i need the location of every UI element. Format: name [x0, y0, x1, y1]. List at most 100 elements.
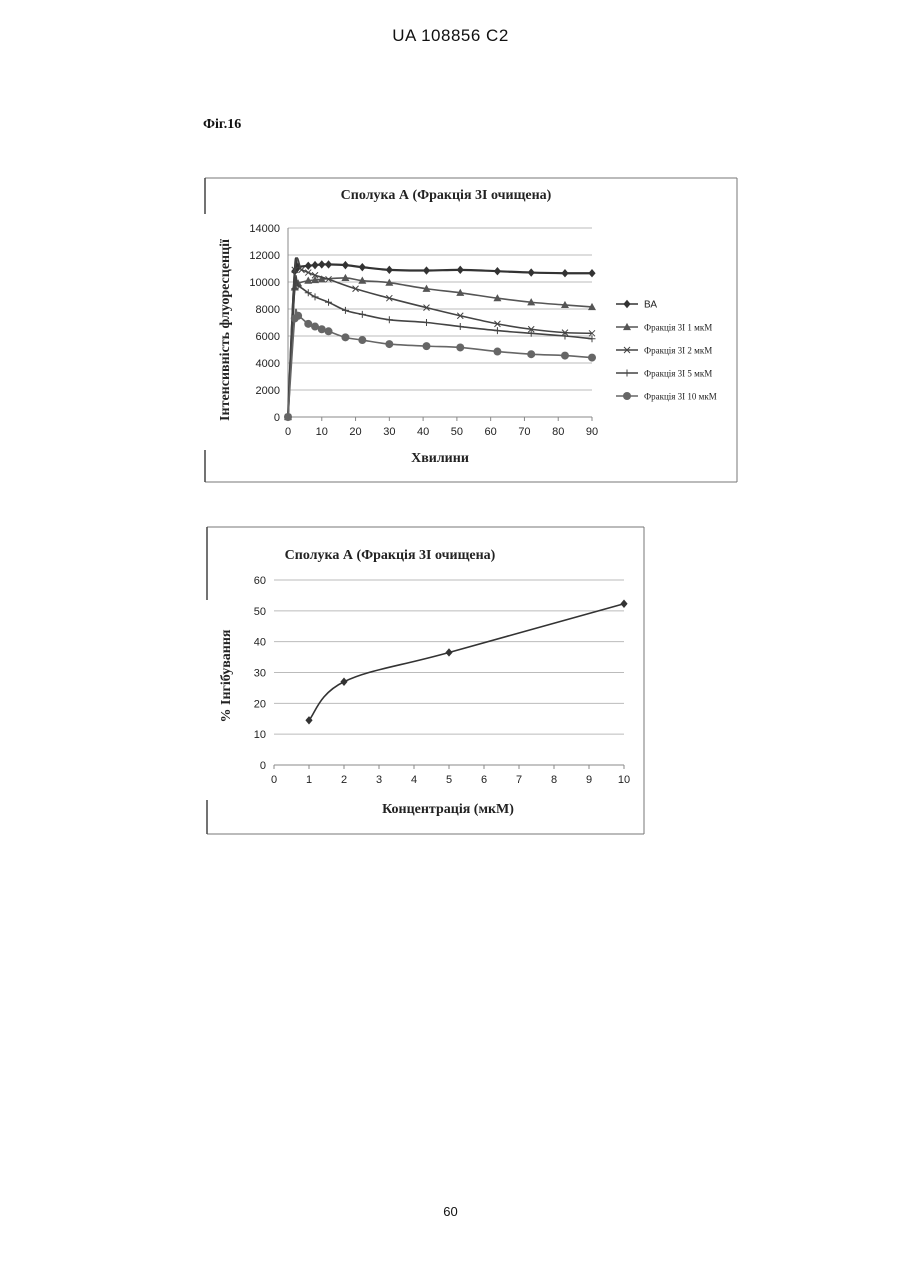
chart1-data-point — [326, 276, 332, 282]
chart1-data-point — [305, 270, 311, 276]
chart2-ytick-label: 10 — [254, 729, 266, 741]
chart1-data-point — [305, 262, 312, 270]
chart1-data-point — [291, 267, 298, 275]
chart1-data-point — [494, 321, 500, 327]
chart1-data-point — [562, 330, 568, 336]
chart2-data-point — [445, 648, 452, 656]
chart2-xtick-label: 6 — [481, 774, 487, 786]
chart1-data-point — [457, 313, 463, 319]
chart1-data-point — [457, 323, 464, 330]
chart1-ylabel: Інтенсивність флуоресценції — [218, 239, 233, 421]
chart1-frame — [205, 178, 737, 482]
chart1-data-point — [385, 279, 393, 286]
chart1-data-point — [494, 267, 501, 275]
chart1-data-point — [284, 413, 292, 421]
chart1-data-point — [311, 323, 319, 331]
chart1-data-point — [493, 294, 501, 301]
chart1-xtick-label: 90 — [586, 426, 598, 438]
chart1-data-point — [359, 263, 366, 271]
chart1-data-point — [386, 266, 393, 274]
chart2-ytick-label: 30 — [254, 668, 266, 680]
chart1-data-point — [295, 283, 302, 290]
chart1-data-point — [341, 333, 349, 341]
legend-marker — [623, 300, 630, 308]
chart1-legend: ВАФракція 3І 1 мкМФракція 3І 2 мкМФракці… — [616, 300, 717, 402]
chart1-xtick-label: 0 — [285, 426, 291, 438]
chart1-data-point — [358, 277, 366, 284]
chart1-data-point — [318, 275, 326, 282]
chart1-data-point — [284, 413, 292, 420]
chart1-data-point — [325, 327, 333, 335]
chart1-data-point — [341, 274, 349, 281]
chart1-x-ticks: 0102030405060708090 — [285, 417, 598, 438]
chart1-ytick-label: 6000 — [256, 331, 280, 343]
chart1-series-2 — [285, 258, 595, 420]
chart1-xtick-label: 20 — [349, 426, 361, 438]
chart2-xlabel: Концентрація (мкМ) — [382, 802, 514, 817]
legend-marker — [624, 370, 631, 377]
chart1-data-point — [325, 299, 332, 306]
legend-marker — [623, 392, 631, 400]
chart1-series-line — [288, 309, 592, 417]
chart1-data-point — [284, 413, 291, 421]
chart1-xtick-label: 80 — [552, 426, 564, 438]
chart2-ylabel: % Інгібування — [219, 629, 234, 722]
chart1-data-point — [494, 327, 501, 334]
chart2-frame — [207, 527, 644, 834]
chart1-xtick-label: 30 — [383, 426, 395, 438]
chart2-xtick-label: 8 — [551, 774, 557, 786]
chart1-ytick-label: 12000 — [249, 250, 280, 262]
chart1-data-point — [291, 285, 298, 292]
chart1-data-point — [423, 319, 430, 326]
chart1-data-point — [359, 311, 366, 318]
chart1-data-point — [358, 336, 366, 344]
chart1-data-point — [386, 316, 393, 323]
chart1-data-point — [457, 266, 464, 274]
chart1-series-0 — [284, 258, 595, 421]
chart1-series-4 — [284, 309, 596, 421]
chart1-ytick-label: 0 — [274, 412, 280, 424]
chart1-data-point — [353, 286, 359, 292]
chart1-data-point — [311, 276, 319, 283]
chart1-data-point — [294, 312, 302, 320]
chart1-data-point — [285, 414, 292, 421]
chart1-data-point — [588, 269, 595, 277]
legend-label: Фракція 3І 10 мкМ — [644, 392, 717, 402]
chart1-data-point — [325, 260, 332, 268]
chart2-xtick-label: 3 — [376, 774, 382, 786]
chart1-data-point — [285, 414, 291, 420]
chart1-xlabel: Хвилини — [411, 451, 469, 466]
chart1-data-point — [589, 330, 595, 336]
chart2-xtick-label: 2 — [341, 774, 347, 786]
chart1-data-point — [294, 279, 302, 286]
legend-label: Фракція 3І 1 мкМ — [644, 323, 712, 333]
chart2-xtick-label: 7 — [516, 774, 522, 786]
chart1-data-point — [291, 283, 299, 290]
chart1-data-point — [423, 266, 430, 274]
chart1-data-point — [561, 333, 568, 340]
chart1-data-point — [342, 261, 349, 269]
chart1-data-point — [528, 330, 535, 337]
figure-label: Фіг.16 — [203, 117, 241, 133]
chart1-ytick-label: 8000 — [256, 304, 280, 316]
chart1-data-point — [588, 303, 596, 310]
chart2-x-ticks: 012345678910 — [271, 765, 630, 786]
chart2-xtick-label: 0 — [271, 774, 277, 786]
chart1-xtick-label: 60 — [485, 426, 497, 438]
chart2-ytick-label: 50 — [254, 606, 266, 618]
chart2-series-line — [309, 604, 624, 721]
chart1-data-point — [561, 301, 569, 308]
chart1-xtick-label: 70 — [518, 426, 530, 438]
chart1-data-point — [385, 340, 393, 348]
chart1-data-point — [311, 261, 318, 269]
document-header: UA 108856 C2 — [0, 26, 901, 46]
chart2-ytick-label: 60 — [254, 575, 266, 587]
chart1-ytick-label: 14000 — [249, 223, 280, 235]
chart1-data-point — [527, 350, 535, 358]
chart1-data-point — [527, 298, 535, 305]
chart1-data-point — [342, 307, 349, 314]
chart1-data-point — [422, 342, 430, 350]
chart2-series-0 — [305, 600, 627, 725]
chart2-data-point — [305, 716, 312, 724]
